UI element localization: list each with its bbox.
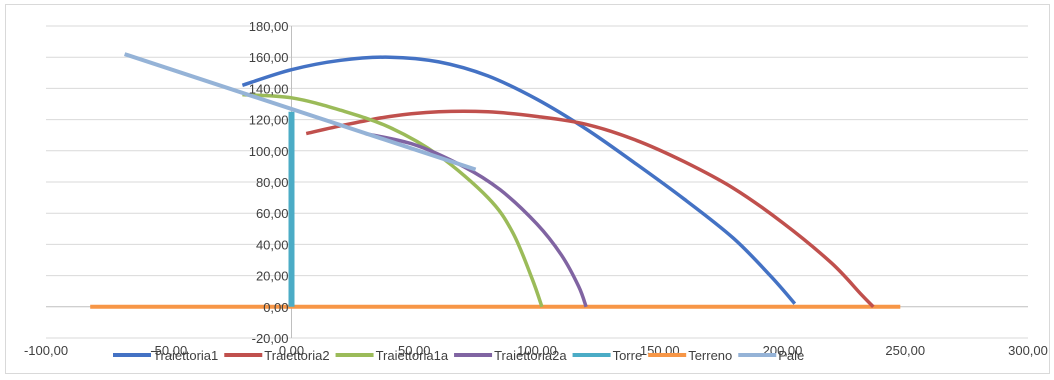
series-line-traiettoria2a (364, 131, 588, 308)
legend-label: Traiettoria1a (376, 348, 449, 363)
legend-label: Pale (778, 348, 804, 363)
series-lines (90, 52, 901, 309)
x-tick-label: 300,00 (1008, 343, 1048, 358)
y-tick-label: 140,00 (249, 81, 289, 96)
legend: Traiettoria1 Traiettoria2 Traiettoria1a Tra… (113, 348, 804, 363)
y-tick-label: 180,00 (249, 19, 289, 34)
y-tick-label: 100,00 (249, 144, 289, 159)
x-tick-label: 0,00 (279, 343, 304, 358)
legend-label: Torre (613, 348, 643, 363)
x-tick-label: 50,00 (398, 343, 431, 358)
y-tick-label: 160,00 (249, 50, 289, 65)
y-tick-label: -20,00 (252, 331, 289, 346)
y-tick-label: 40,00 (256, 237, 289, 252)
y-tick-label: 80,00 (256, 175, 289, 190)
x-tick-label: -100,00 (24, 343, 68, 358)
x-tick-label: -50,00 (150, 343, 187, 358)
x-tick-label: 250,00 (885, 343, 925, 358)
series-line-traiettoria2 (305, 109, 875, 309)
legend-label: Traiettoria2 (264, 348, 329, 363)
y-tick-label: 60,00 (256, 206, 289, 221)
legend-label: Traiettoria2a (494, 348, 567, 363)
series-line-pale (123, 52, 477, 172)
y-tick-label: 0,00 (263, 300, 288, 315)
y-tick-labels: -20,00 0,00 20,00 40,00 60,00 80,00 100,00 120,… (249, 19, 289, 346)
legend-label: Traiettoria1 (153, 348, 218, 363)
line-chart: -20,000,0020,0040,0060,0080,00100,00120,… (24, 19, 1048, 363)
chart-frame: -20,00 0,00 20,00 40,00 60,00 80,00 100,00 120,… (5, 4, 1050, 374)
legend-label: Terreno (688, 348, 732, 363)
y-tick-label: 20,00 (256, 269, 289, 284)
series-line-traiettoria1 (241, 55, 797, 305)
y-tick-label: 120,00 (249, 113, 289, 128)
x-tick-label: 100,00 (517, 343, 557, 358)
